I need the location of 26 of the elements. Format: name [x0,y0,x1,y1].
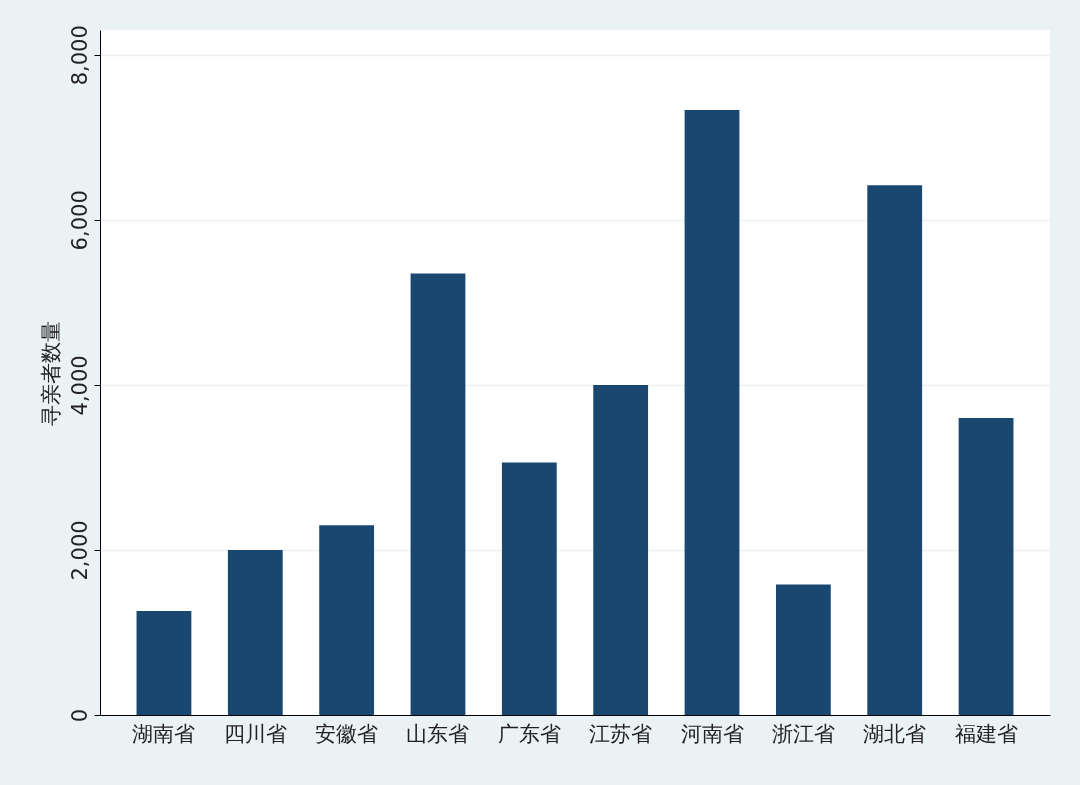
x-tick-label: 福建省 [954,721,1018,746]
bar [867,185,923,715]
x-tick-label: 安徽省 [315,721,379,746]
bar [501,462,557,715]
y-tick-label: 0 [67,708,92,723]
x-tick-label: 浙江省 [771,721,835,746]
y-axis-title: 寻亲者数量 [38,320,63,426]
bar [684,110,740,715]
bar [136,611,192,715]
bar [410,273,466,715]
y-tick-label: 8,000 [67,25,92,86]
x-tick-label: 湖北省 [863,721,927,746]
x-tick-label: 江苏省 [589,721,653,746]
bar [227,549,283,715]
x-tick-label: 广东省 [497,721,561,746]
y-tick-label: 2,000 [67,520,92,581]
x-tick-label: 河南省 [680,721,744,746]
y-tick-label: 4,000 [67,355,92,416]
x-tick-label: 湖南省 [132,721,196,746]
bar [958,417,1014,715]
x-tick-label: 山东省 [406,721,470,746]
y-tick-label: 6,000 [67,190,92,251]
x-tick-label: 四川省 [223,721,287,746]
bar [775,584,831,715]
bar [593,384,649,715]
bar [319,525,375,715]
